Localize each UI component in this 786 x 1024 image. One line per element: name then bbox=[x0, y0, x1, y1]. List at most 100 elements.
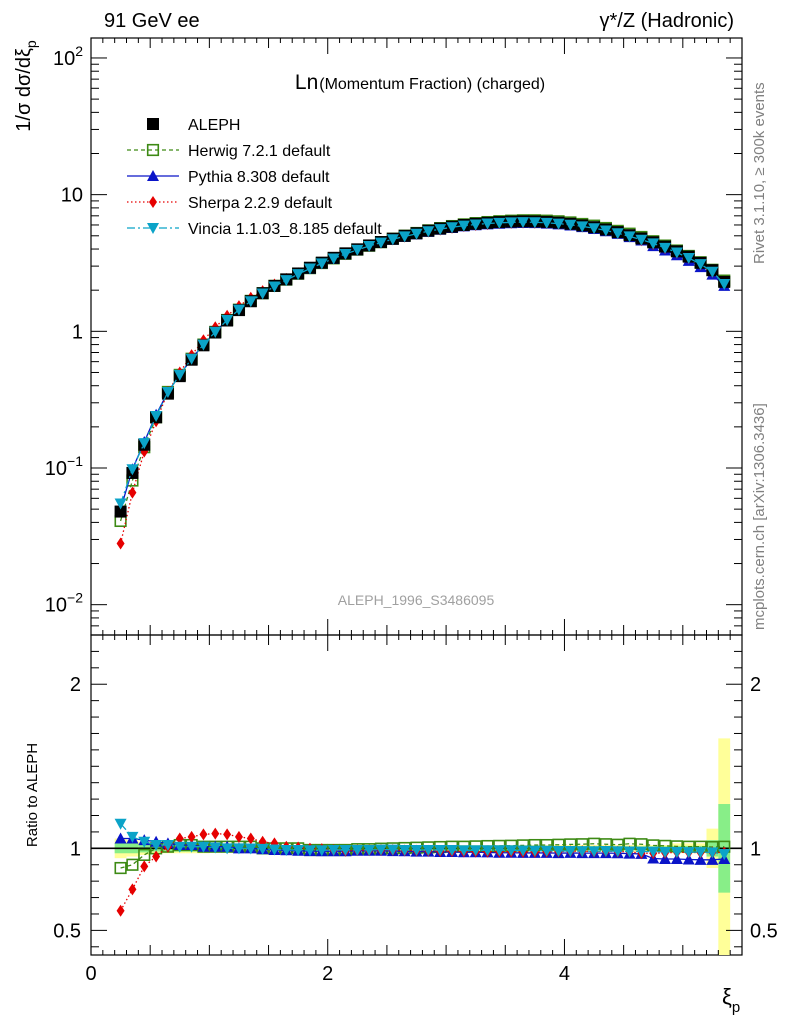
ratio-point-vincia bbox=[576, 846, 589, 858]
point-vincia bbox=[256, 288, 269, 300]
ratio-point-vincia bbox=[185, 841, 198, 853]
ratio-point-pythia bbox=[706, 853, 719, 865]
ratio-point-vincia bbox=[138, 836, 151, 848]
ratio-point-sherpa bbox=[234, 830, 243, 843]
x-tick-label: 2 bbox=[322, 963, 333, 985]
chart-title: Ln(Momentum Fraction) (charged) bbox=[295, 71, 545, 94]
ratio-point-sherpa bbox=[187, 830, 196, 843]
analysis-watermark: ALEPH_1996_S3486095 bbox=[338, 592, 495, 608]
ratio-point-vincia bbox=[339, 844, 352, 856]
ratio-point-vincia bbox=[292, 844, 305, 856]
point-vincia bbox=[126, 464, 139, 476]
ratio-point-vincia bbox=[457, 845, 470, 857]
ratio-point-sherpa bbox=[175, 832, 184, 845]
ratio-point-vincia bbox=[386, 844, 399, 856]
ratio-point-vincia bbox=[351, 844, 364, 856]
series-line-herwig bbox=[119, 219, 725, 522]
legend-marker-sherpa bbox=[149, 196, 157, 208]
series-aleph bbox=[114, 215, 731, 518]
ratio-point-pythia bbox=[694, 853, 707, 865]
point-aleph bbox=[114, 505, 127, 518]
ratio-point-vincia bbox=[363, 844, 376, 856]
ratio-point-vincia bbox=[682, 847, 695, 859]
y-tick-base: 10 bbox=[45, 458, 67, 480]
point-vincia bbox=[197, 339, 210, 351]
legend-entry-herwig: Herwig 7.2.1 default bbox=[127, 143, 331, 160]
point-vincia bbox=[505, 217, 518, 229]
ratio-y-tick-label-left: 2 bbox=[70, 674, 81, 696]
point-vincia bbox=[114, 498, 127, 510]
ratio-point-sherpa bbox=[128, 883, 137, 896]
point-vincia bbox=[303, 263, 316, 275]
ratio-point-vincia bbox=[114, 818, 127, 830]
y-tick-base: 1 bbox=[72, 321, 83, 343]
point-vincia bbox=[185, 353, 198, 365]
point-vincia bbox=[244, 296, 257, 308]
ratio-point-vincia bbox=[647, 846, 660, 858]
point-vincia bbox=[221, 315, 234, 327]
x-tick-label: 4 bbox=[559, 963, 570, 985]
ratio-point-sherpa bbox=[246, 832, 255, 845]
y-tick-exponent: −1 bbox=[67, 453, 83, 469]
series-vincia bbox=[114, 217, 731, 510]
ratio-point-vincia bbox=[244, 843, 257, 855]
point-vincia bbox=[339, 248, 352, 260]
ratio-point-vincia bbox=[706, 847, 719, 859]
ratio-point-vincia bbox=[197, 841, 210, 853]
point-vincia bbox=[446, 222, 459, 234]
legend-entry-aleph: ALEPH bbox=[147, 117, 240, 134]
point-vincia bbox=[232, 304, 245, 316]
ratio-point-herwig bbox=[114, 861, 127, 875]
point-vincia bbox=[351, 244, 364, 256]
ratio-point-sherpa bbox=[199, 828, 208, 841]
legend-label-aleph: ALEPH bbox=[188, 117, 240, 134]
ratio-point-herwig bbox=[126, 858, 139, 871]
ratio-point-vincia bbox=[422, 844, 435, 856]
ratio-y-tick-label-right: 1 bbox=[750, 838, 761, 860]
point-vincia bbox=[457, 220, 470, 232]
ratio-point-vincia bbox=[150, 840, 163, 852]
point-sherpa bbox=[116, 537, 125, 550]
point-vincia bbox=[576, 221, 589, 233]
ratio-point-pythia bbox=[682, 853, 695, 865]
point-vincia bbox=[268, 281, 281, 293]
point-vincia bbox=[647, 238, 660, 250]
series-line-vincia bbox=[119, 221, 725, 504]
ratio-line-vincia bbox=[120, 823, 725, 855]
legend-marker-herwig bbox=[146, 143, 160, 157]
y-tick-label: 102 bbox=[53, 43, 83, 70]
ratio-point-vincia bbox=[659, 846, 672, 858]
ratio-point-vincia bbox=[599, 845, 612, 857]
point-vincia bbox=[292, 269, 305, 281]
point-vincia bbox=[209, 326, 222, 338]
point-vincia bbox=[659, 242, 672, 254]
ratio-series bbox=[114, 818, 731, 917]
y-tick-label: 10−2 bbox=[45, 590, 83, 617]
point-vincia bbox=[588, 223, 601, 235]
point-vincia bbox=[517, 217, 530, 229]
point-vincia bbox=[280, 275, 293, 287]
ratio-point-vincia bbox=[481, 845, 494, 857]
point-vincia bbox=[150, 411, 163, 423]
ratio-point-vincia bbox=[505, 845, 518, 857]
ratio-point-vincia bbox=[434, 844, 447, 856]
ratio-point-vincia bbox=[268, 844, 281, 856]
legend-entry-vincia: Vincia 1.1.03_8.185 default bbox=[127, 221, 382, 238]
point-vincia bbox=[434, 224, 447, 236]
ratio-point-vincia bbox=[611, 846, 624, 858]
ratio-point-vincia bbox=[256, 843, 269, 855]
title-rest: (Momentum Fraction) (charged) bbox=[319, 76, 545, 93]
point-vincia bbox=[481, 218, 494, 230]
point-vincia bbox=[398, 231, 411, 243]
y-axis-label: 1/σ dσ/dξp bbox=[13, 40, 39, 132]
point-vincia bbox=[422, 226, 435, 238]
ratio-point-vincia bbox=[718, 849, 731, 861]
ratio-point-vincia bbox=[694, 847, 707, 859]
point-vincia bbox=[528, 217, 541, 229]
ratio-point-sherpa bbox=[140, 860, 149, 873]
point-vincia bbox=[623, 231, 636, 243]
ratio-point-vincia bbox=[493, 845, 506, 857]
y-tick-base: 10 bbox=[61, 185, 83, 207]
